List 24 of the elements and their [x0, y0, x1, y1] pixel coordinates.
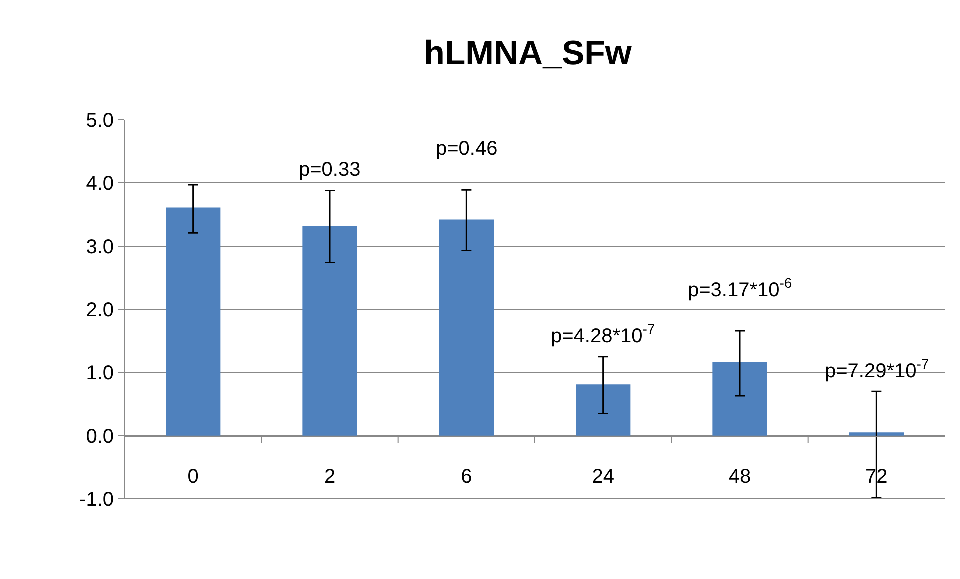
bar — [712, 362, 768, 436]
y-tick-label: 2.0 — [86, 300, 114, 322]
bar — [439, 220, 494, 436]
y-tick-label: 1.0 — [86, 362, 114, 385]
y-tick-label: 3.0 — [86, 236, 114, 258]
x-tick-label: 24 — [592, 466, 614, 488]
bar — [166, 208, 221, 436]
y-tick-label: -1.0 — [80, 489, 114, 511]
bar — [849, 432, 904, 436]
x-tick-label: 48 — [728, 466, 752, 488]
bar — [302, 226, 358, 436]
annotation: p=4.28*10$^{-7}$ — [551, 321, 656, 348]
x-tick-label: 0 — [188, 466, 199, 488]
y-tick-label: 0.0 — [86, 426, 114, 448]
x-tick-label: 6 — [461, 466, 472, 488]
annotation: p=0.33 — [299, 159, 361, 181]
annotation: p=0.46 — [436, 138, 498, 160]
chart-title: hLMNA_SFw — [424, 34, 632, 72]
y-tick-label: 4.0 — [86, 173, 114, 196]
y-tick-label: 5.0 — [86, 110, 114, 132]
annotation: p=7.29*10$^{-7}$ — [825, 356, 930, 382]
annotation: p=3.17*10$^{-6}$ — [688, 275, 792, 302]
x-tick-label: 2 — [324, 466, 336, 488]
bar — [576, 384, 631, 436]
